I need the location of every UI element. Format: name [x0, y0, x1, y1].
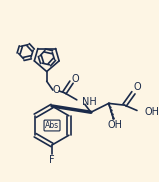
Text: NH: NH	[82, 97, 97, 107]
Text: OH: OH	[107, 120, 122, 130]
Text: O: O	[133, 82, 141, 92]
Text: O: O	[53, 85, 60, 95]
Text: OH: OH	[144, 107, 159, 117]
Text: Abs: Abs	[45, 121, 59, 130]
Text: O: O	[71, 74, 79, 84]
Text: F: F	[49, 155, 55, 165]
